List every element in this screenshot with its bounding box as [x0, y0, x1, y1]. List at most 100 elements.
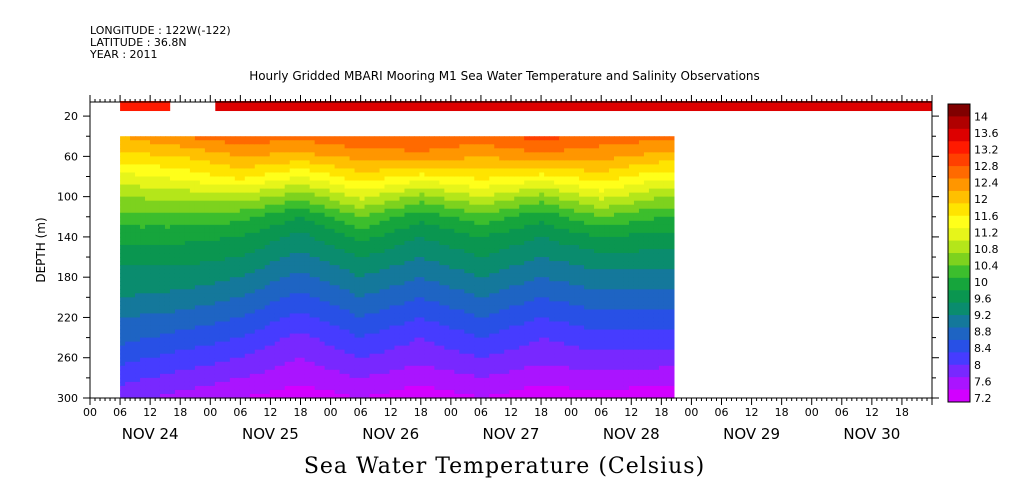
heatmap-cell — [399, 248, 406, 254]
heatmap-cell — [155, 265, 161, 270]
heatmap-cell — [444, 345, 450, 351]
heatmap-cell — [179, 353, 186, 359]
heatmap-cell — [135, 325, 141, 331]
heatmap-cell — [309, 140, 316, 145]
heatmap-cell — [234, 277, 241, 282]
heatmap-cell — [434, 172, 440, 178]
heatmap-cell — [379, 357, 386, 363]
heatmap-cell — [155, 212, 161, 218]
heatmap-cell — [164, 184, 171, 190]
heatmap-cell — [309, 361, 316, 367]
heatmap-cell — [274, 140, 281, 145]
heatmap-cell — [359, 200, 366, 206]
heatmap-cell — [199, 321, 206, 327]
heatmap-cell — [374, 168, 381, 174]
heatmap-cell — [414, 293, 421, 298]
heatmap-cell — [204, 305, 211, 310]
heatmap-cell — [324, 329, 331, 335]
heatmap-cell — [219, 281, 226, 286]
heatmap-cell — [259, 184, 266, 190]
heatmap-cell — [499, 329, 505, 335]
heatmap-cell — [179, 140, 186, 145]
heatmap-cell — [459, 281, 465, 286]
heatmap-cell — [374, 297, 381, 302]
heatmap-cell — [494, 373, 500, 379]
heatmap-cell — [294, 317, 301, 323]
heatmap-cell — [479, 248, 485, 254]
heatmap-cell — [184, 309, 191, 315]
heatmap-cell — [130, 305, 136, 310]
heatmap-cell — [269, 136, 276, 141]
heatmap-cell — [229, 301, 236, 306]
heatmap-cell — [284, 224, 291, 230]
heatmap-cell — [174, 204, 181, 210]
heatmap-cell — [414, 281, 421, 286]
heatmap-cell — [294, 140, 301, 145]
heatmap-cell — [194, 196, 201, 202]
heatmap-cell — [259, 160, 266, 166]
heatmap-cell — [484, 184, 490, 190]
heatmap-cell — [444, 208, 450, 214]
heatmap-cell — [484, 341, 490, 347]
heatmap-cell — [384, 341, 391, 347]
heatmap-cell — [409, 293, 416, 298]
heatmap-cell — [374, 172, 381, 178]
heatmap-cell — [234, 369, 241, 375]
heatmap-cell — [499, 224, 505, 230]
heatmap-cell — [319, 257, 326, 262]
heatmap-cell — [244, 277, 251, 282]
heatmap-cell — [254, 168, 261, 174]
heatmap-cell — [409, 144, 416, 149]
heatmap-cell — [474, 240, 480, 246]
heatmap-cell — [194, 329, 201, 335]
heatmap-cell — [234, 305, 241, 310]
heatmap-cell — [429, 269, 435, 274]
heatmap-cell — [274, 257, 281, 262]
heatmap-cell — [244, 204, 251, 210]
heatmap-cell — [279, 337, 286, 343]
heatmap-cell — [145, 369, 151, 375]
heatmap-cell — [274, 317, 281, 323]
heatmap-cell — [314, 277, 321, 282]
heatmap-cell — [324, 341, 331, 347]
heatmap-cell — [209, 393, 216, 399]
heatmap-cell — [444, 196, 450, 202]
heatmap-cell — [244, 156, 251, 161]
heatmap-cell — [244, 184, 251, 190]
heatmap-cell — [334, 389, 341, 395]
heatmap-cell — [264, 216, 271, 222]
heatmap-cell — [219, 349, 226, 355]
heatmap-cell — [229, 313, 236, 319]
heatmap-cell — [159, 232, 166, 238]
heatmap-cell — [464, 381, 470, 387]
heatmap-cell — [309, 297, 316, 302]
heatmap-cell — [419, 265, 426, 270]
heatmap-cell — [434, 248, 440, 254]
heatmap-cell — [389, 160, 396, 166]
heatmap-cell — [344, 164, 351, 170]
heatmap-cell — [379, 184, 386, 190]
heatmap-cell — [269, 257, 276, 262]
heatmap-cell — [214, 232, 221, 238]
heatmap-cell — [219, 389, 226, 395]
heatmap-cell — [489, 321, 495, 327]
heatmap-cell — [419, 345, 426, 351]
heatmap-cell — [449, 160, 455, 166]
heatmap-cell — [494, 273, 500, 278]
heatmap-cell — [469, 200, 475, 206]
heatmap-cell — [329, 188, 336, 194]
heatmap-cell — [404, 289, 411, 294]
heatmap-cell — [164, 297, 171, 302]
heatmap-cell — [439, 261, 445, 266]
heatmap-cell — [264, 305, 271, 310]
heatmap-cell — [349, 365, 356, 371]
heatmap-cell — [140, 224, 146, 230]
heatmap-cell — [319, 377, 326, 383]
heatmap-cell — [174, 224, 181, 230]
heatmap-cell — [489, 313, 495, 319]
heatmap-cell — [364, 321, 371, 327]
heatmap-cell — [314, 152, 321, 157]
heatmap-cell — [454, 313, 460, 319]
heatmap-cell — [459, 317, 465, 323]
heatmap-cell — [324, 196, 331, 202]
